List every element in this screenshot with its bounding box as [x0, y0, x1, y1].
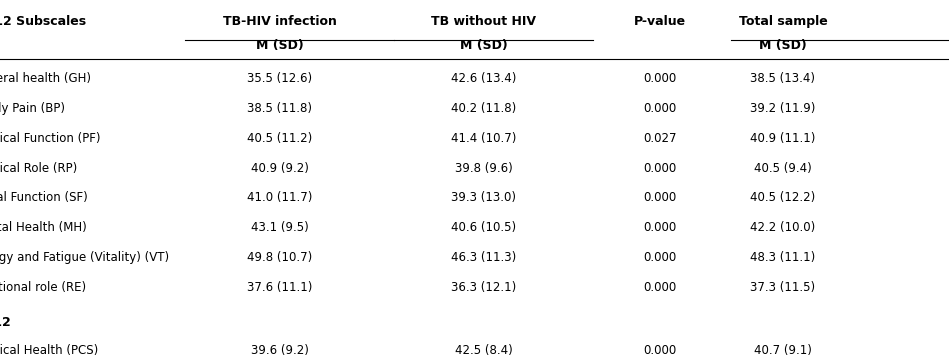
Text: Physical Role (RP): Physical Role (RP): [0, 162, 77, 175]
Text: 49.8 (10.7): 49.8 (10.7): [248, 251, 312, 264]
Text: 39.2 (11.9): 39.2 (11.9): [751, 102, 815, 115]
Text: 0.000: 0.000: [642, 344, 677, 357]
Text: 40.7 (9.1): 40.7 (9.1): [754, 344, 811, 357]
Text: 39.6 (9.2): 39.6 (9.2): [251, 344, 308, 357]
Text: General health (GH): General health (GH): [0, 72, 90, 85]
Text: TB without HIV: TB without HIV: [432, 15, 536, 28]
Text: Bodily Pain (BP): Bodily Pain (BP): [0, 102, 65, 115]
Text: SF-12 Subscales: SF-12 Subscales: [0, 15, 85, 28]
Text: 37.6 (11.1): 37.6 (11.1): [248, 281, 312, 294]
Text: 0.000: 0.000: [642, 102, 677, 115]
Text: 40.9 (11.1): 40.9 (11.1): [751, 132, 815, 145]
Text: SF-12: SF-12: [0, 316, 11, 329]
Text: 46.3 (11.3): 46.3 (11.3): [452, 251, 516, 264]
Text: 0.027: 0.027: [642, 132, 677, 145]
Text: Total sample: Total sample: [738, 15, 828, 28]
Text: Social Function (SF): Social Function (SF): [0, 191, 87, 205]
Text: 42.2 (10.0): 42.2 (10.0): [751, 221, 815, 234]
Text: M (SD): M (SD): [256, 39, 304, 52]
Text: 36.3 (12.1): 36.3 (12.1): [452, 281, 516, 294]
Text: M (SD): M (SD): [759, 39, 807, 52]
Text: Mental Health (MH): Mental Health (MH): [0, 221, 86, 234]
Text: 48.3 (11.1): 48.3 (11.1): [751, 251, 815, 264]
Text: 37.3 (11.5): 37.3 (11.5): [751, 281, 815, 294]
Text: 42.5 (8.4): 42.5 (8.4): [456, 344, 512, 357]
Text: P-value: P-value: [634, 15, 685, 28]
Text: 0.000: 0.000: [642, 281, 677, 294]
Text: 41.0 (11.7): 41.0 (11.7): [248, 191, 312, 205]
Text: 0.000: 0.000: [642, 251, 677, 264]
Text: 40.5 (11.2): 40.5 (11.2): [248, 132, 312, 145]
Text: 0.000: 0.000: [642, 221, 677, 234]
Text: 35.5 (12.6): 35.5 (12.6): [248, 72, 312, 85]
Text: 40.2 (11.8): 40.2 (11.8): [452, 102, 516, 115]
Text: 0.000: 0.000: [642, 72, 677, 85]
Text: Physical Function (PF): Physical Function (PF): [0, 132, 100, 145]
Text: 40.9 (9.2): 40.9 (9.2): [251, 162, 308, 175]
Text: M (SD): M (SD): [460, 39, 508, 52]
Text: 40.5 (12.2): 40.5 (12.2): [751, 191, 815, 205]
Text: 39.8 (9.6): 39.8 (9.6): [456, 162, 512, 175]
Text: 0.000: 0.000: [642, 191, 677, 205]
Text: 40.5 (9.4): 40.5 (9.4): [754, 162, 811, 175]
Text: TB-HIV infection: TB-HIV infection: [223, 15, 337, 28]
Text: 41.4 (10.7): 41.4 (10.7): [452, 132, 516, 145]
Text: 0.000: 0.000: [642, 162, 677, 175]
Text: 40.6 (10.5): 40.6 (10.5): [452, 221, 516, 234]
Text: Energy and Fatigue (Vitality) (VT): Energy and Fatigue (Vitality) (VT): [0, 251, 169, 264]
Text: 39.3 (13.0): 39.3 (13.0): [452, 191, 516, 205]
Text: Emotional role (RE): Emotional role (RE): [0, 281, 85, 294]
Text: 42.6 (13.4): 42.6 (13.4): [452, 72, 516, 85]
Text: Physical Health (PCS): Physical Health (PCS): [0, 344, 98, 357]
Text: 43.1 (9.5): 43.1 (9.5): [251, 221, 308, 234]
Text: 38.5 (11.8): 38.5 (11.8): [248, 102, 312, 115]
Text: 38.5 (13.4): 38.5 (13.4): [751, 72, 815, 85]
